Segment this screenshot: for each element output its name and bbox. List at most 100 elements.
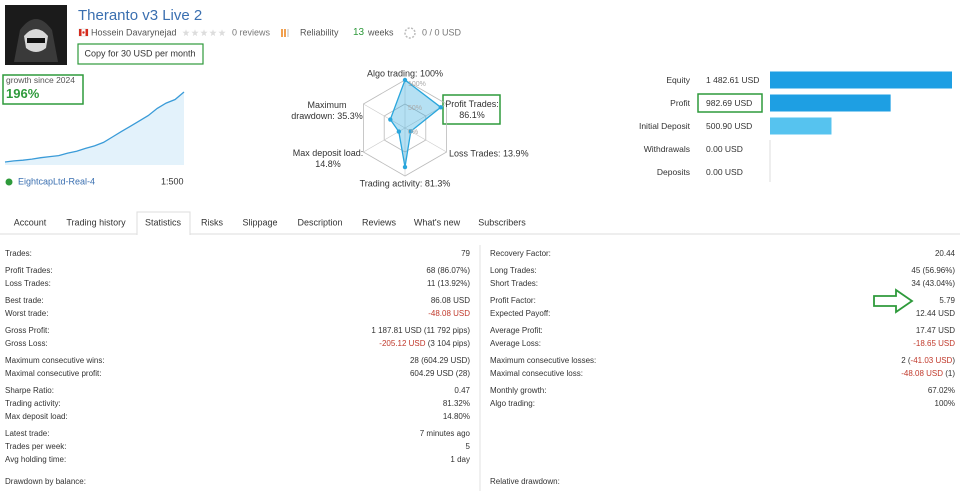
stat-label: Algo trading: — [490, 399, 535, 409]
stat-label: Short Trades: — [490, 279, 539, 289]
tab[interactable]: Risks — [201, 217, 223, 228]
stat-value: 34 (43.04%) — [911, 279, 955, 289]
stat-value: 7 minutes ago — [419, 429, 470, 439]
stat-label: Avg holding time: — [5, 455, 67, 465]
stat-section: Relative drawdown: — [490, 477, 560, 487]
tab[interactable]: Slippage — [242, 217, 278, 228]
stat-value-part: 2 ( — [901, 356, 911, 366]
radar-label: Algo trading: 100% — [367, 69, 443, 80]
radar-point — [402, 164, 408, 170]
stat-label: Max deposit load: — [5, 412, 68, 422]
stat-value: -205.12 USD (3 104 pips) — [379, 339, 470, 349]
stat-value-part: ) — [952, 356, 955, 366]
balance-value: 982.69 USD — [706, 97, 753, 108]
balance-label: Initial Deposit — [638, 120, 690, 131]
balance-bar — [770, 117, 832, 135]
stat-value: 11 (13.92%) — [427, 279, 470, 289]
stat-label: Sharpe Ratio: — [5, 386, 54, 396]
stat-value: 17.47 USD — [915, 326, 955, 336]
stat-label: Recovery Factor: — [490, 249, 551, 259]
stat-value: 68 (86.07%) — [426, 266, 470, 276]
rating-star — [182, 29, 190, 37]
author: Hossein Davarynejad — [91, 27, 177, 38]
stat-label: Profit Factor: — [490, 296, 536, 306]
balance-value: 0.00 USD — [706, 143, 743, 154]
stat-value: 604.29 USD (28) — [409, 369, 470, 379]
stat-value-part: (1) — [943, 369, 955, 379]
growth-value: 196% — [6, 86, 40, 102]
radar-axis-value: 13.9% — [503, 148, 529, 159]
stat-label: Maximal consecutive loss: — [490, 369, 583, 379]
stat-value: 67.02% — [927, 386, 955, 396]
radar-label: Maximum drawdown: 35.3% — [287, 100, 367, 122]
stat-value: -18.65 USD — [913, 339, 955, 349]
stat-value-part: -41.03 USD — [910, 356, 953, 366]
radar-shape — [389, 78, 442, 168]
radar-axis-name: Algo trading: — [366, 68, 418, 79]
stat-label: Best trade: — [5, 296, 44, 306]
stat-value: 45 (56.96%) — [911, 266, 955, 276]
broker: EightcapLtd-Real-4 — [18, 176, 96, 187]
radar-point — [402, 77, 408, 83]
stat-label: Latest trade: — [5, 429, 50, 439]
stat-label: Profit Trades: — [5, 266, 53, 276]
radar-axis-name: Loss Trades: — [449, 148, 501, 159]
stat-section: Drawdown by balance: — [5, 477, 86, 487]
stat-value-part: -48.08 USD — [901, 369, 943, 379]
radar-axis-name: Profit Trades: — [445, 99, 499, 109]
copy-button[interactable]: Copy for 30 USD per month — [84, 48, 196, 59]
tab[interactable]: Statistics — [144, 217, 182, 228]
radar-label: Profit Trades: 86.1% — [445, 99, 500, 121]
stat-value-part: (3 104 pips) — [425, 339, 470, 349]
subscribers: 0 / 0 USD — [422, 27, 462, 38]
radar-spoke — [363, 103, 406, 129]
stat-value: 28 (604.29 USD) — [409, 356, 470, 366]
stat-label: Maximum consecutive wins: — [5, 356, 105, 366]
tab[interactable]: Subscribers — [478, 217, 526, 228]
stat-label: Long Trades: — [490, 266, 537, 276]
balance-value: 0.00 USD — [706, 166, 743, 177]
weeks-label: weeks — [368, 27, 394, 38]
reviews: 0 reviews — [232, 27, 271, 38]
radar-point — [388, 117, 393, 122]
balance-label: Profit — [670, 97, 690, 108]
stat-value: 12.44 USD — [915, 309, 955, 319]
tab[interactable]: Description — [297, 217, 343, 228]
stat-value: 5 — [465, 442, 470, 452]
balance-value: 1 482.61 USD — [706, 74, 760, 85]
radar-point — [396, 129, 402, 134]
radar-axis-value: 81.3% — [424, 178, 451, 189]
stat-label: Trades: — [5, 249, 32, 259]
growth-line — [4, 91, 185, 163]
radar-axis-name: Maximum drawdown: — [291, 100, 347, 121]
tab[interactable]: Trading history — [66, 217, 126, 228]
profit-highlight — [697, 93, 763, 113]
radar-ring-label: 50% — [408, 104, 423, 112]
radar-axis-value: 100% — [420, 68, 444, 79]
tab[interactable]: Reviews — [361, 217, 397, 228]
stat-label: Worst trade: — [5, 309, 49, 319]
rating-star — [191, 29, 199, 37]
stat-label: Maximum consecutive losses: — [490, 356, 597, 366]
radar-label: Max deposit load: 14.8% — [288, 148, 368, 170]
stat-value: 86.08 USD — [430, 296, 470, 306]
radar-label: Loss Trades: 13.9% — [449, 149, 529, 160]
balance-value: 500.90 USD — [706, 120, 753, 131]
tab[interactable]: Account — [13, 217, 47, 228]
tab[interactable]: What's new — [413, 217, 461, 228]
copy-button-frame — [77, 43, 204, 65]
signal-title: Theranto v3 Live 2 — [78, 7, 203, 24]
active-tab-frame — [136, 211, 191, 235]
stat-value: 1 187.81 USD (11 792 pips) — [371, 326, 470, 336]
stat-value: 0.47 — [454, 386, 470, 396]
subscribers-icon — [404, 27, 416, 39]
stat-value: 1 day — [450, 455, 470, 465]
stat-value: 20.44 — [934, 249, 955, 259]
balance-bar — [770, 94, 891, 112]
reliability-icon — [281, 29, 289, 37]
balance-label: Equity — [666, 74, 690, 85]
stat-label: Gross Loss: — [5, 339, 48, 349]
radar-axis-value: 86.1% — [459, 110, 485, 120]
